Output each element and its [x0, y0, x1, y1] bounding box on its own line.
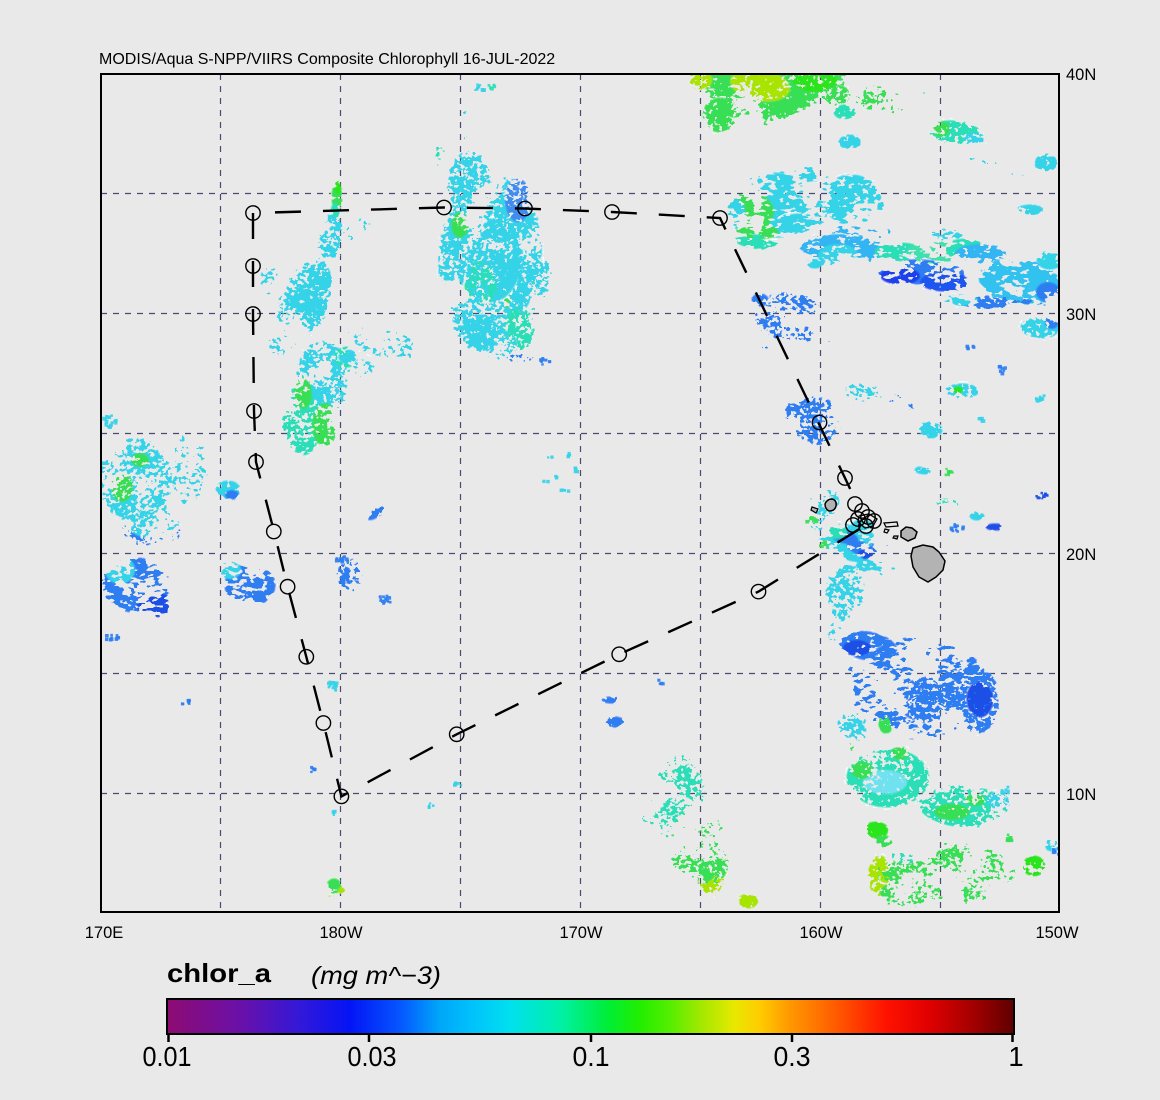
svg-text:10N: 10N [1066, 786, 1096, 804]
svg-text:1: 1 [1008, 1041, 1023, 1072]
svg-text:0.01: 0.01 [143, 1041, 192, 1072]
svg-text:150W: 150W [1035, 924, 1079, 942]
svg-text:0.03: 0.03 [348, 1041, 397, 1072]
svg-text:0.1: 0.1 [573, 1041, 610, 1072]
svg-text:160W: 160W [799, 924, 843, 942]
svg-text:40N: 40N [1066, 66, 1096, 84]
svg-text:170E: 170E [85, 924, 124, 942]
svg-text:MODIS/Aqua S-NPP/VIIRS Composi: MODIS/Aqua S-NPP/VIIRS Composite Chlorop… [99, 51, 555, 68]
svg-text:0.3: 0.3 [774, 1041, 811, 1072]
svg-text:chlor_a: chlor_a [167, 958, 272, 988]
svg-text:20N: 20N [1066, 546, 1096, 564]
svg-text:170W: 170W [559, 924, 603, 942]
svg-text:180W: 180W [319, 924, 363, 942]
svg-text:(mg m^−3): (mg m^−3) [311, 962, 441, 990]
svg-text:30N: 30N [1066, 306, 1096, 324]
